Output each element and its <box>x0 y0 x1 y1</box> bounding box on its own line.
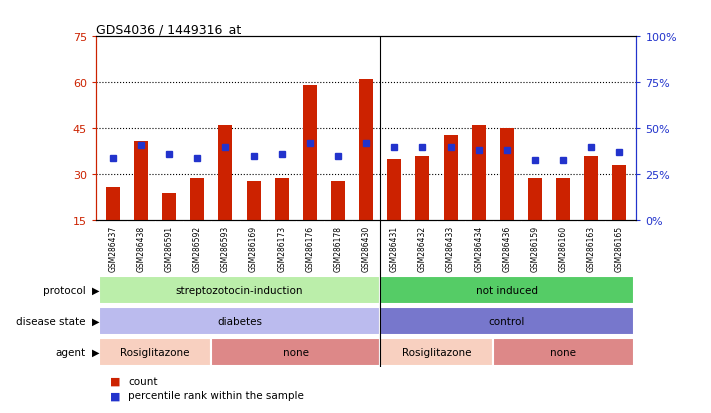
Bar <box>303 86 317 221</box>
Bar <box>612 166 626 221</box>
Text: GSM286438: GSM286438 <box>137 225 146 271</box>
Bar <box>584 157 599 221</box>
Text: not induced: not induced <box>476 285 538 295</box>
Text: GSM286432: GSM286432 <box>418 225 427 271</box>
Text: GSM286178: GSM286178 <box>333 225 343 271</box>
Text: GSM286176: GSM286176 <box>306 225 314 271</box>
Bar <box>415 157 429 221</box>
FancyBboxPatch shape <box>380 338 493 366</box>
Text: ■: ■ <box>110 375 121 386</box>
Bar <box>387 160 401 221</box>
Bar <box>359 80 373 221</box>
FancyBboxPatch shape <box>380 307 634 335</box>
Text: GSM286433: GSM286433 <box>446 225 455 271</box>
Bar <box>162 193 176 221</box>
Text: streptozotocin-induction: streptozotocin-induction <box>176 285 304 295</box>
Text: disease state: disease state <box>16 316 85 326</box>
Text: GSM286592: GSM286592 <box>193 225 202 271</box>
FancyBboxPatch shape <box>99 307 380 335</box>
Text: GSM286173: GSM286173 <box>277 225 287 271</box>
FancyBboxPatch shape <box>99 276 380 304</box>
Text: none: none <box>283 347 309 357</box>
Text: ■: ■ <box>110 390 121 401</box>
Bar <box>331 181 345 221</box>
Text: GSM286436: GSM286436 <box>503 225 511 271</box>
Bar <box>247 181 261 221</box>
Text: control: control <box>488 316 525 326</box>
Text: GSM286593: GSM286593 <box>221 225 230 271</box>
Bar <box>274 178 289 221</box>
Bar <box>556 178 570 221</box>
Text: GSM286430: GSM286430 <box>362 225 370 271</box>
Bar <box>191 178 204 221</box>
FancyBboxPatch shape <box>99 338 211 366</box>
Text: ▶: ▶ <box>92 316 100 326</box>
Text: Rosiglitazone: Rosiglitazone <box>402 347 471 357</box>
FancyBboxPatch shape <box>380 276 634 304</box>
Text: agent: agent <box>55 347 85 357</box>
Text: GSM286160: GSM286160 <box>559 225 567 271</box>
Text: Rosiglitazone: Rosiglitazone <box>120 347 190 357</box>
Text: GDS4036 / 1449316_at: GDS4036 / 1449316_at <box>96 23 241 36</box>
Text: GSM286437: GSM286437 <box>108 225 117 271</box>
Text: GSM286434: GSM286434 <box>474 225 483 271</box>
Bar <box>134 141 148 221</box>
Text: percentile rank within the sample: percentile rank within the sample <box>128 390 304 401</box>
Bar <box>444 135 458 221</box>
Text: GSM286431: GSM286431 <box>390 225 399 271</box>
Bar <box>218 126 232 221</box>
Bar <box>471 126 486 221</box>
FancyBboxPatch shape <box>493 338 634 366</box>
Text: count: count <box>128 375 157 386</box>
Text: GSM286591: GSM286591 <box>165 225 173 271</box>
Text: diabetes: diabetes <box>217 316 262 326</box>
Bar <box>528 178 542 221</box>
Text: ▶: ▶ <box>92 285 100 295</box>
Text: none: none <box>550 347 576 357</box>
Bar <box>106 187 120 221</box>
Text: GSM286159: GSM286159 <box>530 225 540 271</box>
Text: ▶: ▶ <box>92 347 100 357</box>
Text: GSM286163: GSM286163 <box>587 225 596 271</box>
FancyBboxPatch shape <box>211 338 380 366</box>
Text: GSM286169: GSM286169 <box>249 225 258 271</box>
Text: protocol: protocol <box>43 285 85 295</box>
Bar <box>500 129 514 221</box>
Text: GSM286165: GSM286165 <box>615 225 624 271</box>
